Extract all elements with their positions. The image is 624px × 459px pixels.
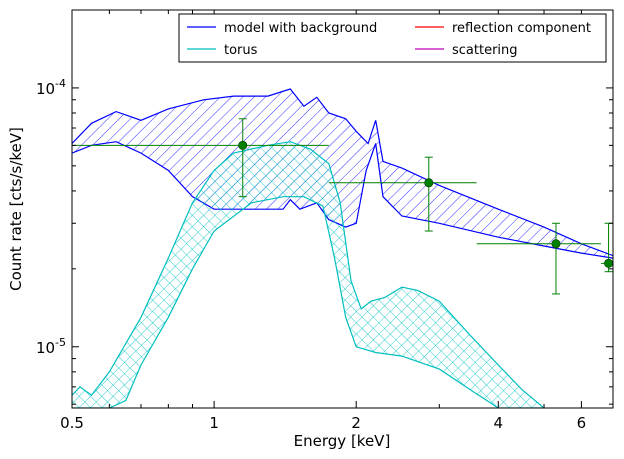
spectrum-chart: 0.5 1 2 4 6 10-4 10-5 Energy [keV] Count rate … <box>0 0 624 459</box>
x-tick-label: 1 <box>209 414 219 432</box>
data-marker <box>604 259 612 267</box>
data-marker <box>425 179 433 187</box>
legend: model with background torus reflection c… <box>179 14 606 62</box>
x-tick-label: 0.5 <box>60 414 84 432</box>
x-tick-label: 2 <box>351 414 361 432</box>
x-axis-label: Energy [keV] <box>294 432 391 450</box>
data-point-4 <box>601 223 613 271</box>
legend-label-model: model with background <box>224 21 377 36</box>
data-marker <box>552 240 560 248</box>
y-tick-label: 10-5 <box>36 336 66 357</box>
legend-label-torus: torus <box>224 43 258 58</box>
x-tick-label: 4 <box>494 414 504 432</box>
legend-label-reflection: reflection component <box>452 21 591 36</box>
legend-label-scattering: scattering <box>452 43 518 58</box>
data-marker <box>239 141 247 149</box>
torus-band-fill <box>72 142 544 408</box>
x-tick-label: 6 <box>577 414 587 432</box>
plot-area <box>72 89 613 408</box>
y-axis-label: Count rate [cts/s/keV] <box>7 127 25 291</box>
y-tick-label: 10-4 <box>36 77 66 98</box>
